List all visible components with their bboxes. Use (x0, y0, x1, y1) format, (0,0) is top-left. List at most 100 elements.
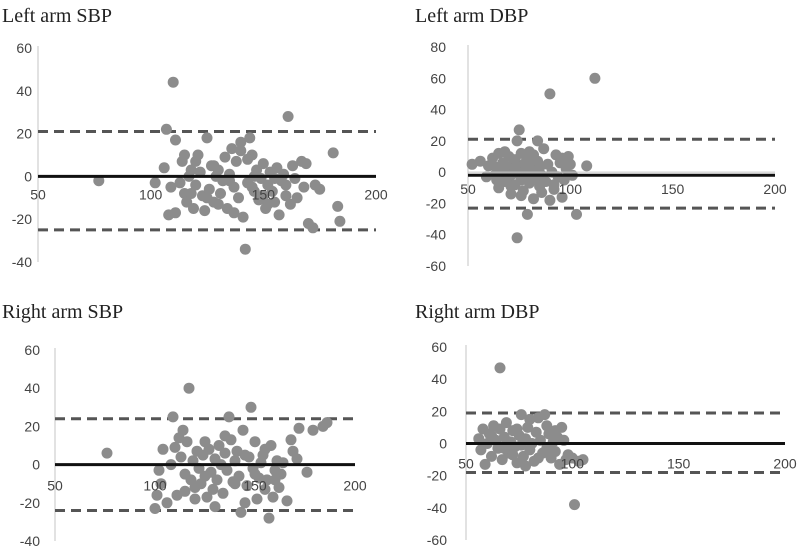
data-point (165, 181, 177, 193)
x-tick-label: 100 (561, 456, 585, 472)
data-point (494, 423, 506, 435)
x-tick-label: 50 (460, 181, 476, 197)
data-point (101, 447, 113, 459)
data-point (170, 134, 181, 146)
y-tick-label: -40 (426, 227, 446, 243)
data-point (511, 423, 523, 435)
y-tick-label: 0 (24, 168, 32, 184)
y-tick-label: 40 (24, 380, 40, 396)
data-point (261, 474, 273, 486)
data-point (293, 422, 305, 434)
x-tick-label: 200 (343, 478, 367, 494)
data-point (532, 452, 544, 464)
data-point (486, 450, 497, 462)
data-point (237, 211, 249, 223)
data-point (239, 243, 251, 255)
data-point (213, 440, 225, 451)
data-point (528, 193, 539, 205)
y-tick-label: -40 (12, 254, 32, 270)
data-point (235, 136, 247, 148)
data-point (507, 449, 519, 461)
x-tick-label: 50 (47, 478, 63, 494)
data-point (209, 501, 221, 513)
data-point (199, 205, 211, 217)
data-point (285, 434, 297, 446)
data-point (149, 503, 161, 514)
y-tick-label: 60 (430, 70, 446, 86)
y-tick-label: 40 (16, 83, 32, 99)
data-point (515, 409, 527, 421)
data-point (219, 447, 231, 459)
data-point (153, 464, 165, 476)
data-point (257, 190, 269, 202)
y-tick-label: 20 (430, 133, 446, 149)
data-point (289, 173, 301, 184)
data-point (530, 426, 542, 438)
data-point (571, 208, 582, 220)
left-arm-dbp-panel: Left arm DBP -60 -40 -20 0 20 40 60 80 50 100 150 2… (415, 5, 787, 274)
right-arm-dbp-panel: Right arm DBP -60 -40 -20 0 20 40 60 50 100 150 20… (415, 301, 797, 546)
data-point (479, 458, 491, 470)
data-point (212, 198, 224, 210)
chart-title: Left arm SBP (2, 5, 112, 27)
data-point (269, 474, 281, 486)
data-point (556, 191, 568, 203)
data-point (208, 160, 220, 172)
data-point (301, 466, 313, 478)
x-tick-label: 150 (252, 186, 276, 202)
y-tick-label: 40 (430, 102, 446, 118)
data-point (494, 362, 506, 374)
data-point (177, 424, 189, 436)
data-point (228, 207, 240, 219)
data-point (157, 443, 169, 455)
data-point (175, 451, 187, 463)
data-point (257, 158, 269, 170)
data-point (520, 460, 531, 472)
data-point (511, 232, 523, 244)
data-point (151, 489, 163, 501)
data-point (558, 174, 570, 186)
data-point (334, 215, 346, 227)
data-point (521, 208, 533, 220)
x-tick-label: 200 (364, 186, 388, 202)
data-point (269, 173, 281, 184)
y-tick-label: -40 (20, 533, 40, 546)
data-point (194, 166, 206, 178)
chart-title: Right arm SBP (2, 301, 123, 323)
data-point (185, 188, 197, 199)
data-point (577, 454, 589, 466)
data-point (183, 382, 195, 394)
data-point (291, 192, 303, 204)
data-point (211, 474, 223, 486)
x-tick-label: 50 (30, 186, 46, 202)
chart-title: Right arm DBP (415, 301, 539, 323)
data-point (170, 207, 181, 219)
data-point (179, 149, 190, 161)
data-point (267, 491, 279, 503)
data-point (169, 441, 181, 453)
data-point (190, 179, 202, 191)
data-point (549, 446, 561, 457)
y-tick-label: 60 (431, 339, 447, 355)
data-point (246, 181, 258, 193)
data-point (207, 483, 219, 495)
data-point (215, 188, 226, 199)
data-point (307, 424, 319, 436)
data-point (474, 155, 486, 167)
data-point (233, 192, 244, 204)
y-tick-label: 40 (431, 371, 447, 387)
data-point (300, 158, 312, 170)
data-point (185, 164, 197, 176)
data-point (239, 449, 251, 461)
data-point (548, 179, 560, 191)
data-point (259, 483, 271, 495)
data-point (201, 192, 213, 204)
chart-title: Left arm DBP (415, 5, 528, 27)
data-point (226, 143, 238, 155)
data-point (498, 442, 510, 454)
data-point (281, 495, 293, 507)
data-point (235, 145, 247, 157)
data-point (321, 417, 333, 429)
data-point (332, 200, 344, 212)
